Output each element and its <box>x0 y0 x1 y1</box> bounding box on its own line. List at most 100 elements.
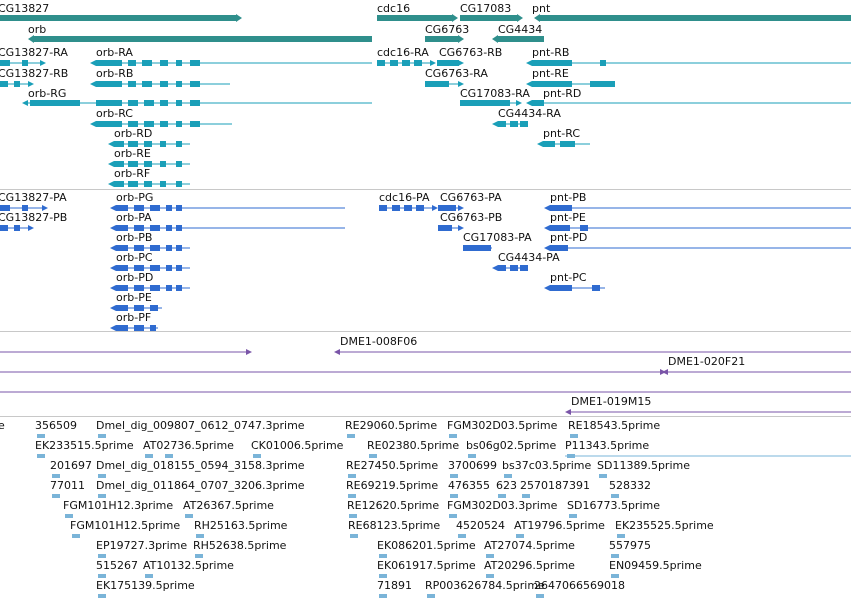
exon-block[interactable] <box>166 225 172 231</box>
exon-block[interactable] <box>134 305 144 311</box>
est-block[interactable] <box>450 494 458 498</box>
exon-block[interactable] <box>166 245 172 251</box>
exon-block[interactable] <box>128 121 138 127</box>
feature-label[interactable]: pnt-PC <box>550 271 587 284</box>
exon-block[interactable] <box>176 285 182 291</box>
exon-block[interactable] <box>128 181 138 187</box>
feature-label[interactable]: FGM101H12.5prime <box>70 519 181 532</box>
est-block[interactable] <box>72 534 80 538</box>
feature-label[interactable]: EN09459.5prime <box>609 559 702 572</box>
feature-label[interactable]: DME1-020F21 <box>668 355 746 368</box>
exon-block[interactable] <box>116 285 128 291</box>
est-block[interactable] <box>569 514 577 518</box>
feature-label[interactable]: orb <box>28 23 47 36</box>
exon-block[interactable] <box>142 81 152 87</box>
feature-label[interactable]: pnt-RE <box>532 67 569 80</box>
est-block[interactable] <box>486 574 494 578</box>
feature-label[interactable]: CG6763-PB <box>440 211 503 224</box>
exon-block[interactable] <box>160 121 168 127</box>
exon-block[interactable] <box>414 60 422 66</box>
exon-block[interactable] <box>150 265 160 271</box>
est-block[interactable] <box>65 514 73 518</box>
exon-block[interactable] <box>377 60 385 66</box>
gene-bar[interactable] <box>498 36 544 42</box>
feature-label[interactable]: orb-PG <box>116 191 154 204</box>
exon-block[interactable] <box>166 205 172 211</box>
exon-block[interactable] <box>0 205 10 211</box>
est-block[interactable] <box>379 574 387 578</box>
exon-block[interactable] <box>116 225 128 231</box>
exon-block[interactable] <box>176 225 182 231</box>
feature-label[interactable]: Dmel_dig_011864_0707_3206.3prime <box>96 479 305 492</box>
exon-block[interactable] <box>150 285 160 291</box>
exon-block[interactable] <box>14 225 20 231</box>
exon-block[interactable] <box>128 60 136 66</box>
feature-label[interactable]: CG17083-PA <box>463 231 532 244</box>
est-block[interactable] <box>599 474 607 478</box>
est-block[interactable] <box>536 594 544 598</box>
est-block[interactable] <box>52 474 60 478</box>
feature-label[interactable]: EP19727.3prime <box>96 539 188 552</box>
exon-block[interactable] <box>392 205 400 211</box>
gene-bar[interactable] <box>377 15 452 21</box>
exon-block[interactable] <box>550 225 570 231</box>
exon-block[interactable] <box>134 205 144 211</box>
feature-label[interactable]: RE29060.5prime <box>345 419 438 432</box>
feature-label[interactable]: AT26367.5prime <box>183 499 274 512</box>
feature-label[interactable]: EK086201.5prime <box>377 539 476 552</box>
feature-label[interactable]: AT27074.5prime <box>484 539 575 552</box>
est-block[interactable] <box>350 534 358 538</box>
exon-block[interactable] <box>116 245 128 251</box>
exon-block[interactable] <box>160 81 168 87</box>
exon-block[interactable] <box>128 81 136 87</box>
feature-label[interactable]: RP003626784.5prime <box>425 579 545 592</box>
est-block[interactable] <box>498 494 506 498</box>
exon-block[interactable] <box>150 205 160 211</box>
est-block[interactable] <box>145 574 153 578</box>
feature-label[interactable]: orb-PB <box>116 231 153 244</box>
feature-label[interactable]: pnt-PE <box>550 211 586 224</box>
feature-label[interactable]: CG4434 <box>498 23 543 36</box>
est-block[interactable] <box>379 594 387 598</box>
exon-block[interactable] <box>379 205 387 211</box>
feature-label[interactable]: pnt-PD <box>550 231 588 244</box>
feature-label[interactable]: 356509 <box>35 419 77 432</box>
feature-label[interactable]: RE68123.5prime <box>348 519 441 532</box>
feature-label[interactable]: AT20296.5prime <box>484 559 575 572</box>
feature-label[interactable]: 528332 <box>609 479 651 492</box>
est-block[interactable] <box>37 434 45 438</box>
gene-bar[interactable] <box>34 36 372 42</box>
est-block[interactable] <box>253 454 261 458</box>
exon-block[interactable] <box>498 121 506 127</box>
feature-label[interactable]: CK01006.5prime <box>251 439 344 452</box>
feature-label[interactable]: Dmel_dig_009807_0612_0747.3prime <box>96 419 305 432</box>
exon-block[interactable] <box>550 205 572 211</box>
exon-block[interactable] <box>580 225 588 231</box>
gene-bar[interactable] <box>460 15 517 21</box>
exon-block[interactable] <box>560 141 575 147</box>
exon-block[interactable] <box>438 205 456 211</box>
feature-label[interactable]: bs06g02.5prime <box>466 439 557 452</box>
exon-block[interactable] <box>543 141 555 147</box>
exon-block[interactable] <box>176 81 182 87</box>
exon-block[interactable] <box>404 205 412 211</box>
est-block[interactable] <box>522 494 530 498</box>
est-block[interactable] <box>450 474 458 478</box>
exon-block[interactable] <box>460 100 510 106</box>
exon-block[interactable] <box>190 121 200 127</box>
est-block[interactable] <box>369 454 377 458</box>
gene-bar[interactable] <box>0 15 236 21</box>
feature-label[interactable]: EK175139.5prime <box>96 579 195 592</box>
feature-label[interactable]: SD11389.5prime <box>597 459 690 472</box>
est-block[interactable] <box>52 494 60 498</box>
feature-label[interactable]: orb-RD <box>114 127 153 140</box>
feature-label[interactable]: CG6763-RA <box>425 67 488 80</box>
feature-label[interactable]: pnt-PB <box>550 191 587 204</box>
exon-block[interactable] <box>150 305 158 311</box>
feature-label[interactable]: CG13827-PA <box>0 191 67 204</box>
est-block[interactable] <box>486 554 494 558</box>
feature-label[interactable]: RE69219.5prime <box>346 479 439 492</box>
feature-label[interactable]: pnt-RB <box>532 46 570 59</box>
feature-label[interactable]: EK235525.5prime <box>615 519 714 532</box>
feature-label[interactable]: CG13827-RA <box>0 46 68 59</box>
